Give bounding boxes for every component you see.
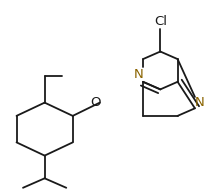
Text: Cl: Cl — [154, 15, 167, 28]
Text: N: N — [134, 68, 144, 81]
Text: O: O — [90, 96, 101, 109]
Text: N: N — [194, 96, 204, 109]
